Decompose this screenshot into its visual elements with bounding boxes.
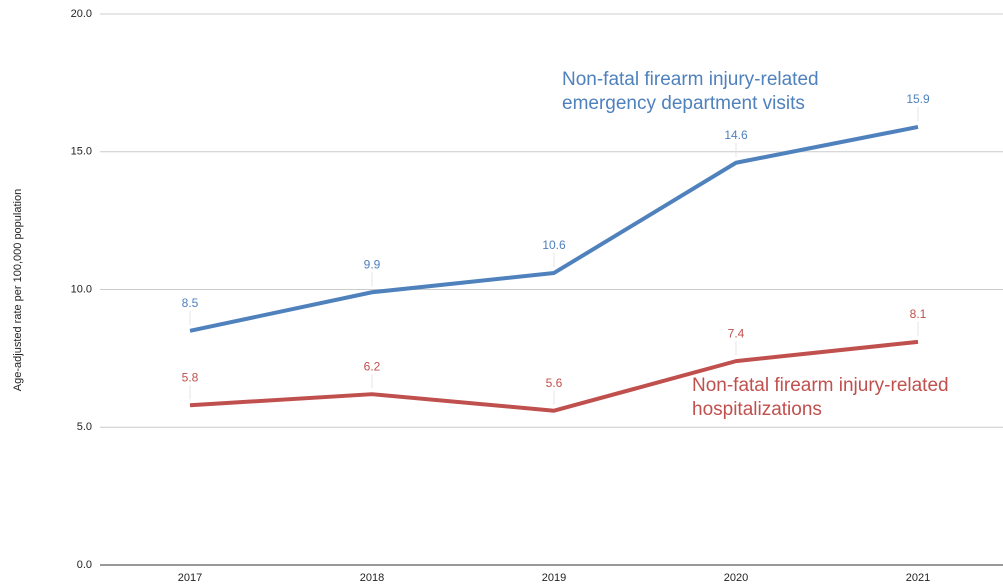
x-tick-label: 2017 (178, 572, 202, 584)
y-tick-label: 0.0 (77, 559, 92, 571)
series-line (189, 339, 919, 413)
x-tick-label: 2019 (542, 572, 566, 584)
series-label: Non-fatal firearm injury-related hospita… (692, 375, 949, 420)
data-label: 8.1 (910, 307, 927, 321)
series-label: Non-fatal firearm injury-related emergen… (562, 69, 819, 114)
x-tick-label: 2018 (360, 572, 384, 584)
data-label: 7.4 (728, 326, 745, 340)
y-tick-label: 10.0 (71, 283, 92, 295)
y-axis-label: Age-adjusted rate per 100,000 population (12, 189, 24, 391)
data-label: 10.6 (542, 238, 566, 252)
data-label: 14.6 (724, 128, 748, 142)
x-tick-label: 2020 (724, 572, 748, 584)
data-label: 8.5 (182, 296, 199, 310)
y-tick-label: 5.0 (77, 421, 92, 433)
y-tick-label: 15.0 (71, 146, 92, 158)
data-label: 5.6 (546, 376, 563, 390)
y-tick-label: 20.0 (71, 8, 92, 20)
x-tick-label: 2021 (906, 572, 930, 584)
data-label: 6.2 (364, 359, 381, 373)
series-line (189, 124, 919, 333)
data-label: 15.9 (906, 92, 930, 106)
data-label: 5.8 (182, 370, 199, 384)
data-label: 9.9 (364, 257, 381, 271)
